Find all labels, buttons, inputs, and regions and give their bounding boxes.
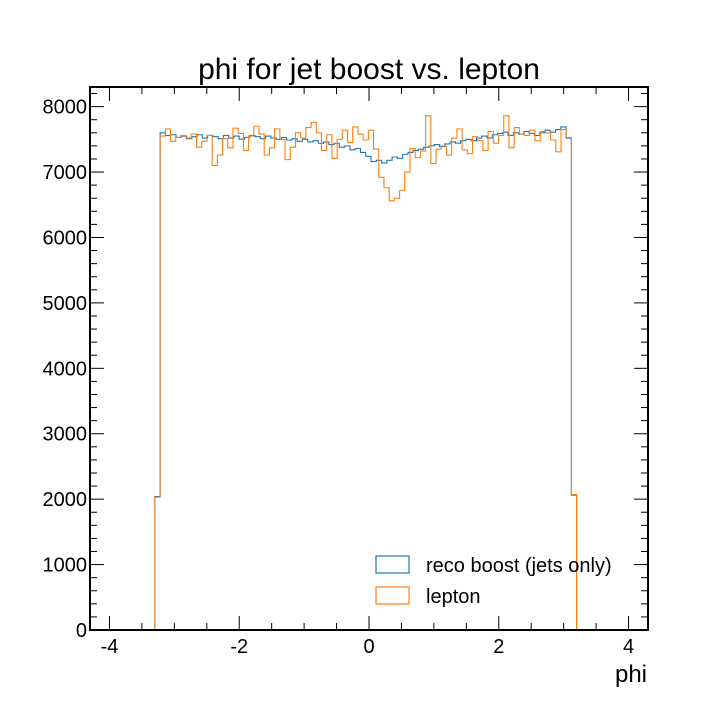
y-tick-label: 3000 — [43, 424, 88, 446]
y-tick-label: 6000 — [43, 227, 88, 249]
legend: reco boost (jets only) lepton — [375, 555, 612, 608]
x-tick-label: 0 — [363, 636, 374, 658]
x-axis-title: phi — [615, 661, 647, 688]
y-tick-label: 1000 — [43, 555, 88, 577]
x-tick-label: -4 — [101, 636, 119, 658]
y-tick-label: 2000 — [43, 489, 88, 511]
y-tick-label: 8000 — [43, 97, 88, 119]
x-tick-label: 4 — [623, 636, 634, 658]
legend-swatch-2 — [375, 586, 410, 605]
y-tick-label: 7000 — [43, 162, 88, 184]
y-tick-label: 5000 — [43, 293, 88, 315]
y-tick-label: 4000 — [43, 358, 88, 380]
axes: -4 -2 0 2 4 0 1000 2000 3000 4000 5000 6000 7000 8000 — [43, 86, 649, 658]
x-tick-label: -2 — [230, 636, 248, 658]
plot-area — [154, 115, 578, 630]
chart-title: phi for jet boost vs. lepton — [198, 53, 540, 86]
legend-label-1: reco boost (jets only) — [426, 555, 612, 577]
legend-swatch-1 — [375, 555, 410, 574]
x-tick-label: 2 — [493, 636, 504, 658]
histogram-series-1 — [154, 126, 578, 630]
y-tick-label: 0 — [76, 620, 87, 642]
legend-label-2: lepton — [426, 586, 481, 608]
histogram-series-2 — [154, 115, 578, 630]
